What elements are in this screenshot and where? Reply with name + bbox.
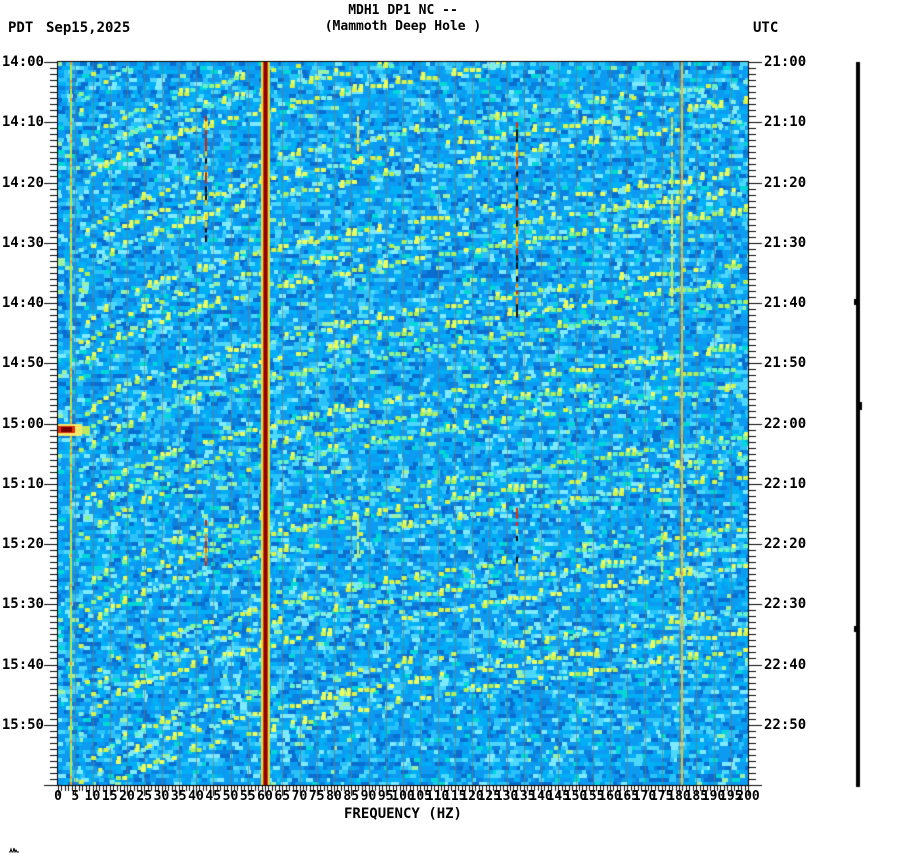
x-tick-label-95: 95 xyxy=(377,789,394,804)
x-tick-label-25: 25 xyxy=(136,789,153,804)
x-tick-label-80: 80 xyxy=(326,789,342,804)
utc-tick-label-2150: 21:50 xyxy=(764,355,807,372)
x-tick-label-145: 145 xyxy=(546,789,570,804)
x-tick-label-65: 65 xyxy=(274,789,291,804)
x-tick-label-75: 75 xyxy=(308,789,325,804)
utc-tick-label-2200: 22:00 xyxy=(764,415,807,432)
x-tick-label-195: 195 xyxy=(719,789,743,804)
pdt-tick-label-1510: 15:10 xyxy=(1,475,44,492)
x-tick-label-30: 30 xyxy=(153,789,170,804)
utc-tick-label-2250: 22:50 xyxy=(764,716,807,733)
x-tick-label-185: 185 xyxy=(684,789,708,804)
pdt-tick-label-1520: 15:20 xyxy=(1,536,44,552)
pdt-tick-label-1410: 14:10 xyxy=(1,114,44,131)
utc-tick-label-2240: 22:40 xyxy=(764,656,807,673)
x-tick-label-50: 50 xyxy=(222,789,239,804)
pdt-tick-label-1440: 14:40 xyxy=(1,295,44,311)
pdt-tick-label-1500: 15:00 xyxy=(1,415,44,432)
x-tick-label-105: 105 xyxy=(408,789,432,804)
x-tick-label-135: 135 xyxy=(512,789,536,804)
x-tick-label-20: 20 xyxy=(119,789,135,804)
pdt-tick-label-1550: 15:50 xyxy=(1,716,44,733)
pdt-tick-label-1530: 15:30 xyxy=(1,596,44,613)
x-tick-label-180: 180 xyxy=(667,789,691,804)
pdt-tick-label-1400: 14:00 xyxy=(1,54,44,70)
utc-tick-label-2210: 22:10 xyxy=(764,475,807,492)
x-tick-label-15: 15 xyxy=(101,789,118,804)
x-tick-label-125: 125 xyxy=(477,789,501,804)
x-tick-label-190: 190 xyxy=(701,789,726,804)
utc-tick-label-2220: 22:20 xyxy=(764,536,807,552)
pdt-tick-label-1430: 14:30 xyxy=(1,234,44,251)
x-tick-label-165: 165 xyxy=(615,789,639,804)
x-tick-label-45: 45 xyxy=(205,789,222,804)
utc-tick-label-2230: 22:30 xyxy=(764,596,807,613)
utc-tick-label-2110: 21:10 xyxy=(764,114,807,131)
x-tick-label-170: 170 xyxy=(632,789,657,804)
x-tick-label-35: 35 xyxy=(170,789,187,804)
x-tick-label-0: 0 xyxy=(54,789,62,804)
x-tick-label-70: 70 xyxy=(291,789,308,804)
pdt-tick-label-1540: 15:40 xyxy=(1,656,44,673)
x-tick-label-110: 110 xyxy=(425,789,450,804)
utc-tick-label-2120: 21:20 xyxy=(764,174,807,191)
waveform-squiggle-icon xyxy=(9,847,19,854)
x-tick-label-60: 60 xyxy=(257,789,273,804)
x-tick-label-140: 140 xyxy=(529,789,553,804)
x-tick-label-175: 175 xyxy=(650,789,674,804)
x-tick-label-10: 10 xyxy=(84,789,101,804)
x-tick-label-40: 40 xyxy=(188,789,204,804)
x-tick-label-200: 200 xyxy=(736,789,760,804)
x-tick-label-90: 90 xyxy=(360,789,377,804)
utc-tick-label-2130: 21:30 xyxy=(764,234,807,251)
x-tick-label-160: 160 xyxy=(598,789,622,804)
x-tick-label-85: 85 xyxy=(343,789,360,804)
x-axis-title: FREQUENCY (HZ) xyxy=(343,806,462,822)
x-tick-label-150: 150 xyxy=(563,789,588,804)
x-tick-label-120: 120 xyxy=(460,789,484,804)
x-tick-label-115: 115 xyxy=(443,789,467,804)
x-tick-label-155: 155 xyxy=(581,789,605,804)
pdt-tick-label-1450: 14:50 xyxy=(1,355,44,372)
x-tick-label-55: 55 xyxy=(239,789,256,804)
x-tick-label-5: 5 xyxy=(71,789,80,804)
pdt-tick-label-1420: 14:20 xyxy=(1,174,44,191)
utc-tick-label-2100: 21:00 xyxy=(764,54,807,70)
x-tick-label-130: 130 xyxy=(494,789,519,804)
utc-tick-label-2140: 21:40 xyxy=(764,295,807,311)
x-tick-label-100: 100 xyxy=(391,789,415,804)
